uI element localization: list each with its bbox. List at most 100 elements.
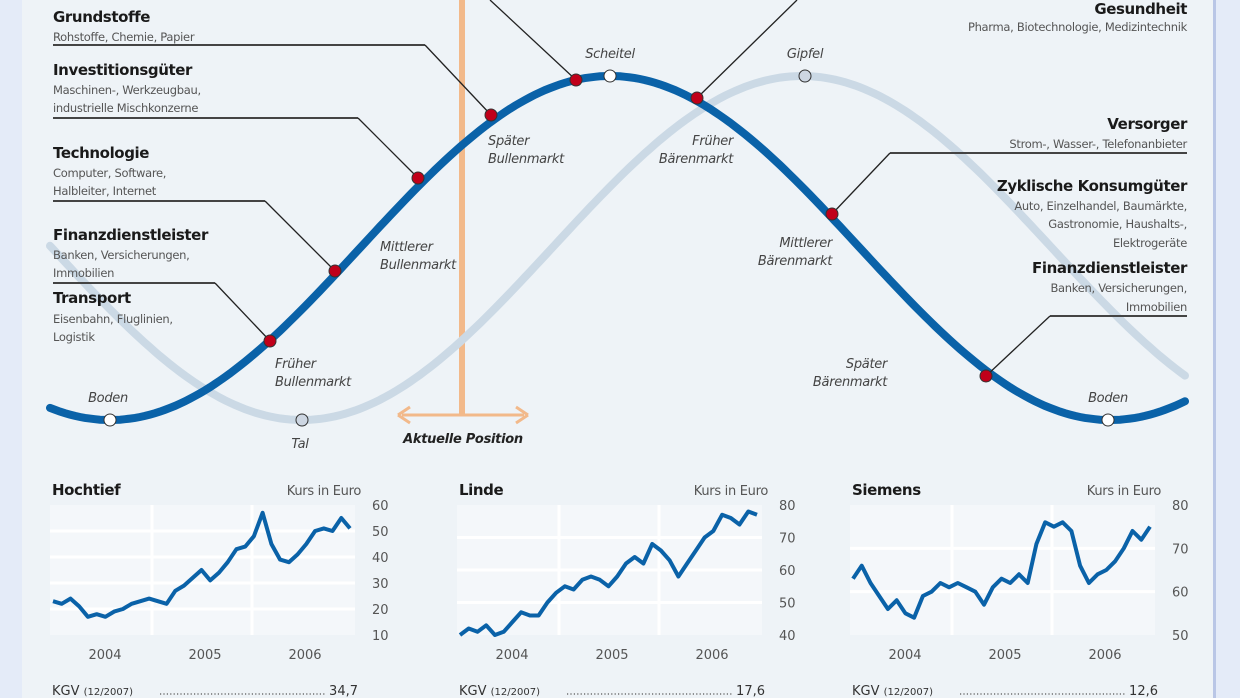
sector-title: Transport — [53, 289, 131, 307]
sector-title: Finanzdienstleister — [53, 226, 209, 244]
x-tick-label: 2005 — [988, 648, 1021, 663]
kgv-label: KGV (12/2007) — [52, 684, 133, 698]
sector-title: Versorger — [1107, 115, 1188, 133]
chart-title: Linde — [459, 481, 504, 499]
right-sector-labels: Gesundheit Pharma, Biotechnologie, Mediz… — [968, 0, 1188, 314]
x-tick-label: 2004 — [495, 648, 528, 663]
chart-title: Siemens — [852, 481, 921, 499]
sector-desc: Banken, Versicherungen, — [1050, 281, 1187, 295]
y-tick-label: 10 — [372, 629, 389, 644]
y-tick-label: 50 — [372, 525, 389, 540]
bottom-marker — [1101, 413, 1115, 427]
sector-dot — [484, 108, 498, 122]
sector-desc: Logistik — [53, 330, 95, 344]
sector-desc: Immobilien — [53, 266, 114, 280]
price-line — [52, 510, 352, 619]
phase-spaeter-bullen: Später Bullenmarkt — [488, 134, 565, 167]
sector-dot — [263, 334, 277, 348]
bottom-marker — [103, 413, 117, 427]
sector-desc: industrielle Mischkonzerne — [53, 101, 198, 115]
leader-lines — [53, 0, 1187, 377]
x-tick-label: 2004 — [88, 648, 121, 663]
phase-boden-right: Boden — [1088, 391, 1128, 406]
sector-desc: Auto, Einzelhandel, Baumärkte, — [1014, 199, 1187, 213]
chart-title: Hochtief — [52, 481, 121, 499]
phase-mittlerer-baeren: Mittlerer Bärenmarkt — [758, 236, 834, 269]
y-tick-label: 80 — [1172, 499, 1189, 514]
sector-dot — [411, 171, 425, 185]
x-tick-label: 2006 — [1088, 648, 1121, 663]
sector-desc: Maschinen-, Werkzeugbau, — [53, 83, 201, 97]
price-line — [851, 520, 1152, 620]
x-tick-label: 2005 — [595, 648, 628, 663]
x-tick-label: 2006 — [288, 648, 321, 663]
sector-title: Zyklische Konsumgüter — [997, 177, 1188, 195]
kgv-label: KGV (12/2007) — [852, 684, 933, 698]
kgv-value: 17,6 — [736, 684, 765, 698]
sector-dots — [103, 69, 1115, 427]
sector-dot — [690, 91, 704, 105]
y-tick-label: 60 — [372, 499, 389, 514]
chart-linde: Linde Kurs in Euro 80 70 60 50 40 2004 2005 2006 K… — [457, 481, 796, 698]
phase-mittlerer-bullen: Mittlerer Bullenmarkt — [380, 240, 457, 273]
kgv-value: 34,7 — [329, 684, 358, 698]
y-tick-label: 60 — [1172, 586, 1189, 601]
phase-labels: Boden Tal Scheitel Gipfel Boden Früher Bu… — [88, 47, 1128, 452]
sector-dot — [979, 369, 993, 383]
phase-frueher-baeren: Früher Bärenmarkt — [659, 134, 735, 167]
y-tick-label: 80 — [779, 499, 796, 514]
shifted-cycle-curve — [46, 72, 1189, 424]
y-tick-label: 40 — [779, 629, 796, 644]
sector-dot — [825, 207, 839, 221]
sector-title: Gesundheit — [1094, 0, 1187, 18]
sector-dot — [569, 73, 583, 87]
y-tick-label: 50 — [779, 597, 796, 612]
x-tick-label: 2004 — [888, 648, 921, 663]
y-tick-label: 70 — [1172, 542, 1189, 557]
y-tick-label: 40 — [372, 551, 389, 566]
phase-gipfel: Gipfel — [787, 47, 824, 62]
chart-unit: Kurs in Euro — [1087, 484, 1162, 499]
sector-desc: Eisenbahn, Fluglinien, — [53, 312, 173, 326]
y-tick-label: 30 — [372, 577, 389, 592]
plot-area — [850, 505, 1155, 635]
y-tick-label: 70 — [779, 532, 796, 547]
sector-desc: Rohstoffe, Chemie, Papier — [53, 30, 195, 44]
phase-spaeter-baeren: Später Bärenmarkt — [813, 357, 889, 390]
current-position-marker: Aktuelle Position — [397, 0, 529, 447]
sector-title: Grundstoffe — [53, 8, 150, 26]
x-tick-label: 2006 — [695, 648, 728, 663]
sector-title: Finanzdienstleister — [1032, 259, 1188, 277]
sector-desc: Pharma, Biotechnologie, Medizintechnik — [968, 20, 1188, 34]
market-cycle-curve — [46, 71, 1189, 425]
sector-title: Investitionsgüter — [53, 61, 193, 79]
y-tick-label: 60 — [779, 564, 796, 579]
kgv-value: 12,6 — [1129, 684, 1158, 698]
sector-title: Technologie — [53, 144, 149, 162]
phase-tal: Tal — [291, 437, 309, 452]
price-line — [458, 509, 758, 637]
current-position-label: Aktuelle Position — [402, 432, 523, 447]
chart-siemens: Siemens Kurs in Euro 80 70 60 50 2004 2005 2006 K… — [850, 481, 1189, 698]
summit-marker — [798, 69, 812, 83]
peak-marker — [603, 69, 617, 83]
chart-unit: Kurs in Euro — [287, 484, 362, 499]
x-tick-label: 2005 — [188, 648, 221, 663]
kgv-label: KGV (12/2007) — [459, 684, 540, 698]
chart-hochtief: Hochtief Kurs in Euro 60 50 40 30 20 10 2004 2005… — [50, 481, 389, 698]
sector-dot — [328, 264, 342, 278]
stock-charts: Hochtief Kurs in Euro 60 50 40 30 20 10 2004 2005… — [50, 481, 1189, 698]
sector-desc: Elektrogeräte — [1113, 236, 1187, 250]
phase-frueher-bullen: Früher Bullenmarkt — [275, 357, 352, 390]
right-border — [1213, 0, 1216, 698]
sector-desc: Gastronomie, Haushalts-, — [1048, 217, 1187, 231]
sector-desc: Immobilien — [1126, 300, 1187, 314]
sector-desc: Computer, Software, — [53, 166, 166, 180]
sector-desc: Banken, Versicherungen, — [53, 248, 190, 262]
sector-desc: Strom-, Wasser-, Telefonanbieter — [1009, 137, 1187, 151]
sector-desc: Halbleiter, Internet — [53, 184, 157, 198]
trough-marker — [295, 413, 309, 427]
chart-unit: Kurs in Euro — [694, 484, 769, 499]
phase-scheitel: Scheitel — [585, 47, 635, 62]
